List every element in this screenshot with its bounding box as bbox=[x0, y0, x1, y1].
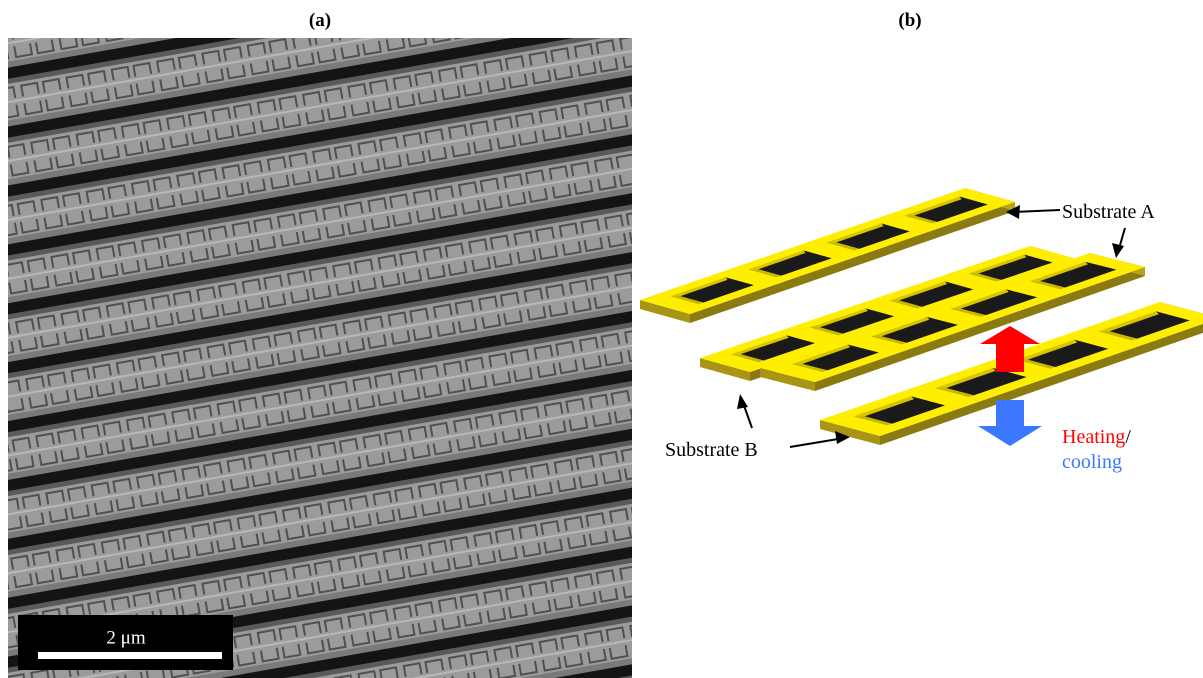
substrates bbox=[640, 188, 1203, 445]
page: (a) (b) 2 μm Substrate A Substrate B Hea… bbox=[0, 0, 1203, 678]
figure: (a) (b) 2 μm Substrate A Substrate B Hea… bbox=[0, 0, 1203, 678]
label: Heating/ bbox=[1062, 426, 1131, 448]
sem-texture bbox=[8, 38, 632, 678]
sem-image bbox=[8, 38, 632, 678]
separator: / bbox=[1125, 426, 1131, 448]
scale-bar-label: 2 μm bbox=[106, 627, 145, 648]
heating-label: Heating bbox=[1062, 426, 1125, 448]
pointer-head bbox=[737, 394, 748, 409]
pointer-head bbox=[1112, 243, 1124, 258]
pointer bbox=[790, 438, 844, 447]
label: Substrate B bbox=[665, 439, 758, 461]
panel-label: (a) bbox=[309, 10, 331, 31]
panel-label: (b) bbox=[898, 10, 921, 31]
cooling-label: cooling bbox=[1062, 451, 1122, 473]
scale-bar bbox=[38, 652, 222, 659]
label: Substrate A bbox=[1062, 201, 1155, 223]
